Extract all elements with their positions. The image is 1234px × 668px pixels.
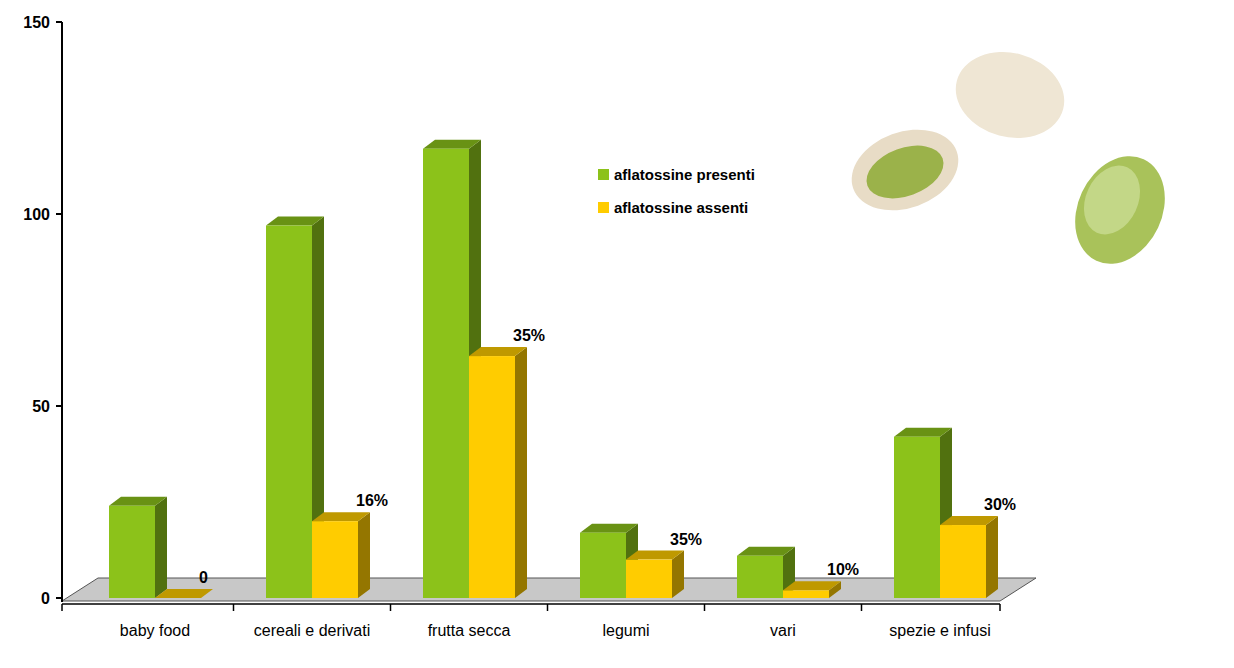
bar-front <box>940 525 986 598</box>
bar-front <box>469 356 515 598</box>
nut-highlight <box>1073 156 1151 243</box>
x-separator <box>233 604 235 611</box>
bar-top <box>109 497 167 506</box>
x-separator <box>61 604 63 611</box>
x-separator <box>547 604 549 611</box>
bar <box>469 347 527 598</box>
y-tick <box>56 21 62 23</box>
bar <box>626 551 684 598</box>
x-tick-label: spezie e infusi <box>889 622 990 639</box>
annotation: 16% <box>356 492 388 509</box>
bar <box>783 581 841 598</box>
shell <box>840 115 969 224</box>
y-tick <box>56 405 62 407</box>
x-separator <box>704 604 706 611</box>
bar-top <box>940 516 998 525</box>
y-tick-label: 0 <box>41 590 50 607</box>
bar <box>312 512 370 598</box>
bar-front <box>783 590 829 598</box>
y-tick-label: 50 <box>32 398 50 415</box>
x-tick-label: cereali e derivati <box>254 622 371 639</box>
bar-side <box>986 516 998 598</box>
x-axis <box>62 603 1000 605</box>
legend-label: aflatossine assenti <box>614 199 748 216</box>
bar-front <box>737 556 783 598</box>
bar-top <box>469 347 527 356</box>
x-tick-label: frutta secca <box>428 622 511 639</box>
bar-side <box>515 347 527 598</box>
annotation: 35% <box>670 531 702 548</box>
y-axis <box>61 22 63 602</box>
y-tick-label: 150 <box>23 14 50 31</box>
bar-side <box>155 497 167 598</box>
y-tick <box>56 597 62 599</box>
x-separator <box>999 604 1001 611</box>
annotation: 35% <box>513 327 545 344</box>
bar-top <box>155 589 213 598</box>
legend-label: aflatossine presenti <box>614 166 755 183</box>
bar-top <box>783 581 841 590</box>
annotation: 30% <box>984 496 1016 513</box>
nut <box>859 136 951 208</box>
bar-front <box>266 226 312 598</box>
chart-root: 0 50 100 150 0 16% 35% 35% 10% 30% baby food cereal… <box>0 0 1234 668</box>
shell <box>946 40 1074 150</box>
bar-top <box>266 217 324 226</box>
bar-front <box>109 506 155 598</box>
bar-top <box>423 140 481 149</box>
legend-swatch <box>598 169 609 180</box>
x-separator <box>861 604 863 611</box>
bar-top <box>626 551 684 560</box>
annotation: 10% <box>827 561 859 578</box>
x-separator <box>390 604 392 611</box>
nut <box>1058 141 1181 278</box>
bars <box>109 140 998 598</box>
y-tick <box>56 213 62 215</box>
bar-top <box>312 512 370 521</box>
bar-front <box>155 598 201 599</box>
x-tick-label: legumi <box>602 622 649 639</box>
legend-swatch <box>598 202 609 213</box>
bar-top <box>737 547 795 556</box>
bar <box>155 589 213 598</box>
bar-front <box>423 149 469 598</box>
bar-top <box>580 524 638 533</box>
bar-front <box>626 560 672 598</box>
decoration <box>840 40 1181 278</box>
floor <box>62 578 1036 601</box>
bar-side <box>358 512 370 598</box>
bar-front <box>580 533 626 598</box>
x-tick-label: baby food <box>120 622 190 639</box>
bar <box>940 516 998 598</box>
annotation: 0 <box>199 569 208 586</box>
y-tick-label: 100 <box>23 206 50 223</box>
bar-top <box>894 428 952 437</box>
bar-front <box>894 437 940 598</box>
x-tick-label: vari <box>770 622 796 639</box>
bar-front <box>312 521 358 598</box>
bar <box>109 497 167 598</box>
